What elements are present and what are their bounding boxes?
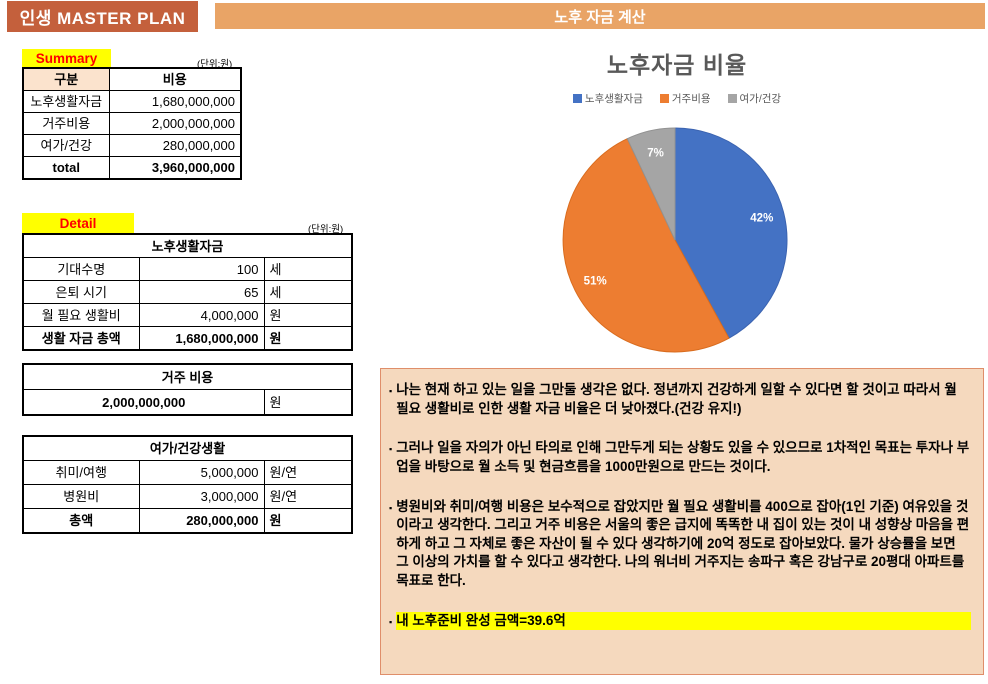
pie-data-label-2: 7% [647, 148, 664, 160]
detail-table-title[interactable]: 노후생활자금 [22, 233, 353, 258]
pie-slice-0 [674, 127, 788, 339]
leisure-health-table: 여가/건강생활 취미/여행 5,000,000 원/연 병원비 3,000,00… [22, 435, 353, 534]
note-text-3: 병원비와 취미/여행 비용은 보수적으로 잡았지만 월 필요 생활비를 400으… [396, 498, 970, 589]
table-row: 2,000,000,000 원 [22, 389, 353, 416]
summary-row-living-label[interactable]: 노후생활자금 [22, 90, 110, 113]
legend-item-leisure[interactable]: 여가/건강 [727, 91, 782, 106]
note-bullet-3: ▪ 병원비와 취미/여행 비용은 보수적으로 잡았지만 월 필요 생활비를 40… [389, 498, 971, 591]
detail-monthly-cost-value[interactable]: 4,000,000 [138, 303, 265, 327]
legend-swatch-housing-icon [659, 94, 669, 103]
detail-total-value[interactable]: 1,680,000,000 [138, 326, 265, 351]
note-bullet-2: ▪ 그러나 일을 자의가 아닌 타의로 인해 그만두게 되는 상황도 있을 수 … [389, 439, 971, 476]
leisure-hospital-unit[interactable]: 원/연 [263, 484, 353, 509]
detail-retire-age-unit[interactable]: 세 [263, 280, 353, 304]
detail-life-expectancy-value[interactable]: 100 [138, 257, 265, 281]
retirement-ratio-pie-chart[interactable]: 42% 51% 7% [560, 125, 790, 355]
detail-life-expectancy-unit[interactable]: 세 [263, 257, 353, 281]
leisure-hobby-unit[interactable]: 원/연 [263, 460, 353, 485]
note-text-highlight: 내 노후준비 완성 금액=39.6억 [396, 611, 971, 631]
notes-textbox[interactable]: ▪ 나는 현재 하고 있는 일을 그만둘 생각은 없다. 정년까지 건강하게 일… [380, 368, 984, 675]
detail-total-unit[interactable]: 원 [263, 326, 353, 351]
summary-header-row: 구분 비용 [22, 67, 242, 91]
leisure-hobby-value[interactable]: 5,000,000 [138, 460, 265, 485]
summary-total-label[interactable]: total [22, 156, 110, 180]
detail-life-expectancy-label[interactable]: 기대수명 [22, 257, 140, 281]
table-row: 월 필요 생활비 4,000,000 원 [22, 303, 353, 327]
summary-table: 구분 비용 노후생활자금 1,680,000,000 거주비용 2,000,00… [22, 67, 242, 180]
detail-header-row: 노후생활자금 [22, 233, 353, 258]
leisure-total-label[interactable]: 총액 [22, 508, 140, 534]
note-bullet-4: ▪ 내 노후준비 완성 금액=39.6억 [389, 611, 971, 631]
pie-data-label-0: 42% [750, 213, 773, 225]
table-row: 병원비 3,000,000 원/연 [22, 484, 353, 509]
leisure-total-value[interactable]: 280,000,000 [138, 508, 265, 534]
brand-banner: 인생 MASTER PLAN [7, 1, 198, 32]
bullet-square-icon: ▪ [389, 444, 393, 455]
chart-title: 노후자금 비율 [606, 52, 748, 78]
legend-item-housing[interactable]: 거주비용 [659, 91, 711, 106]
summary-col-category[interactable]: 구분 [22, 67, 110, 91]
leisure-header-row: 여가/건강생활 [22, 435, 353, 461]
legend-label-housing: 거주비용 [671, 93, 711, 105]
pie-slice-2 [626, 127, 676, 241]
summary-row-housing-value[interactable]: 2,000,000,000 [108, 112, 242, 135]
leisure-total-row: 총액 280,000,000 원 [22, 508, 353, 534]
table-row: 거주비용 2,000,000,000 [22, 112, 242, 135]
pie-data-label-1: 51% [584, 276, 607, 288]
detail-table: 노후생활자금 기대수명 100 세 은퇴 시기 65 세 월 필요 생활비 4,… [22, 233, 353, 351]
leisure-total-unit[interactable]: 원 [263, 508, 353, 534]
leisure-hospital-label[interactable]: 병원비 [22, 484, 140, 509]
note-bullet-1: ▪ 나는 현재 하고 있는 일을 그만둘 생각은 없다. 정년까지 건강하게 일… [389, 381, 971, 418]
bullet-square-icon: ▪ [389, 386, 393, 396]
chart-legend: 노후생활자금 거주비용 여가/건강 [430, 91, 924, 106]
housing-table-title[interactable]: 거주 비용 [22, 363, 353, 390]
detail-retire-age-value[interactable]: 65 [138, 280, 265, 304]
legend-swatch-leisure-icon [727, 94, 737, 103]
detail-label-text: Detail [59, 215, 97, 231]
summary-total-row: total 3,960,000,000 [22, 156, 242, 180]
note-text-2: 그러나 일을 자의가 아닌 타의로 인해 그만두게 되는 상황도 있을 수 있으… [396, 440, 970, 474]
detail-monthly-cost-unit[interactable]: 원 [263, 303, 353, 327]
legend-label-leisure: 여가/건강 [739, 93, 782, 105]
summary-col-cost[interactable]: 비용 [108, 67, 242, 91]
summary-row-leisure-value[interactable]: 280,000,000 [108, 134, 242, 157]
detail-total-label[interactable]: 생활 자금 총액 [22, 326, 140, 351]
legend-label-living: 노후생활자금 [584, 93, 643, 105]
legend-swatch-living-icon [572, 94, 582, 103]
summary-row-leisure-label[interactable]: 여가/건강 [22, 134, 110, 157]
housing-value[interactable]: 2,000,000,000 [22, 389, 265, 416]
page-title: 노후 자금 계산 [554, 8, 646, 26]
detail-retire-age-label[interactable]: 은퇴 시기 [22, 280, 140, 304]
detail-unit-note: (단위:원) [308, 224, 344, 235]
housing-header-row: 거주 비용 [22, 363, 353, 390]
legend-item-living[interactable]: 노후생활자금 [572, 91, 643, 106]
detail-monthly-cost-label[interactable]: 월 필요 생활비 [22, 303, 140, 327]
summary-total-value[interactable]: 3,960,000,000 [108, 156, 242, 180]
table-row: 은퇴 시기 65 세 [22, 280, 353, 304]
summary-unit-note: (단위:원) [197, 59, 233, 70]
table-row: 노후생활자금 1,680,000,000 [22, 90, 242, 113]
housing-unit[interactable]: 원 [263, 389, 353, 416]
table-row: 여가/건강 280,000,000 [22, 134, 242, 157]
summary-row-living-value[interactable]: 1,680,000,000 [108, 90, 242, 113]
leisure-table-title[interactable]: 여가/건강생활 [22, 435, 353, 461]
table-row: 기대수명 100 세 [22, 257, 353, 281]
page-title-bar: 노후 자금 계산 [215, 3, 985, 29]
summary-row-housing-label[interactable]: 거주비용 [22, 112, 110, 135]
housing-cost-table: 거주 비용 2,000,000,000 원 [22, 363, 354, 416]
pie-slice-1 [562, 137, 730, 353]
detail-total-row: 생활 자금 총액 1,680,000,000 원 [22, 326, 353, 351]
table-row: 취미/여행 5,000,000 원/연 [22, 460, 353, 485]
summary-label-text: Summary [35, 51, 98, 66]
bullet-square-icon: ▪ [389, 616, 393, 627]
summary-section-label: Summary [22, 49, 111, 68]
note-text-1: 나는 현재 하고 있는 일을 그만둘 생각은 없다. 정년까지 건강하게 일할 … [396, 382, 957, 416]
detail-section-label: Detail [22, 213, 134, 233]
leisure-hospital-value[interactable]: 3,000,000 [138, 484, 265, 509]
bullet-square-icon: ▪ [389, 502, 393, 513]
brand-title: 인생 MASTER PLAN [19, 9, 186, 28]
leisure-hobby-label[interactable]: 취미/여행 [22, 460, 140, 485]
